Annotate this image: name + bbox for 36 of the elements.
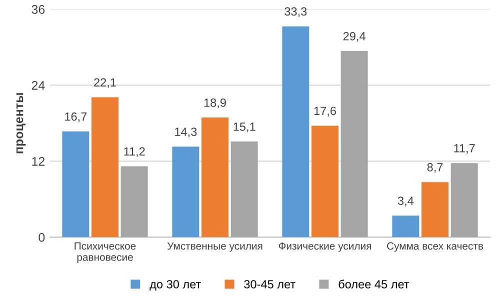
data-label: 22,1: [94, 78, 116, 88]
legend-label: до 30 лет: [150, 280, 201, 291]
y-tick-label: 12: [32, 156, 45, 166]
x-tick-label: Физические усилия: [278, 242, 372, 252]
legend-label: 30-45 лет: [244, 280, 296, 288]
data-label: 14,3: [175, 128, 197, 138]
bar: [172, 146, 200, 238]
data-label: 18,9: [204, 98, 226, 108]
data-label: 17,6: [314, 106, 336, 116]
bar: [422, 182, 448, 238]
data-label: 29,4: [343, 32, 366, 42]
y-tick-label: 0: [38, 232, 45, 242]
x-tick-label: Умственные усилия: [167, 242, 262, 252]
bar: [282, 26, 310, 238]
y-tick-label: 36: [32, 5, 45, 14]
y-axis-title: проценты: [16, 93, 26, 154]
bar: [392, 216, 420, 238]
bar: [450, 163, 478, 238]
bar: [92, 97, 118, 238]
bar: [340, 51, 368, 238]
y-tick-label: 24: [32, 81, 45, 90]
data-label: 11,7: [454, 144, 475, 154]
bar: [312, 126, 338, 238]
data-label: 8,7: [427, 163, 443, 173]
data-label: 33,3: [284, 7, 307, 18]
data-label: 3,4: [398, 196, 414, 206]
x-tick-label: Психическое равновесие: [74, 242, 136, 263]
bar: [202, 118, 228, 238]
x-tick-label: Сумма всех качеств: [387, 242, 484, 252]
bar: [62, 131, 90, 238]
data-label: 15,1: [234, 122, 256, 132]
bar: [230, 142, 258, 238]
data-label: 16,7: [65, 112, 87, 122]
legend-label: более 45 лет: [338, 280, 410, 288]
data-label: 11,2: [124, 147, 145, 157]
bar: [120, 166, 148, 238]
